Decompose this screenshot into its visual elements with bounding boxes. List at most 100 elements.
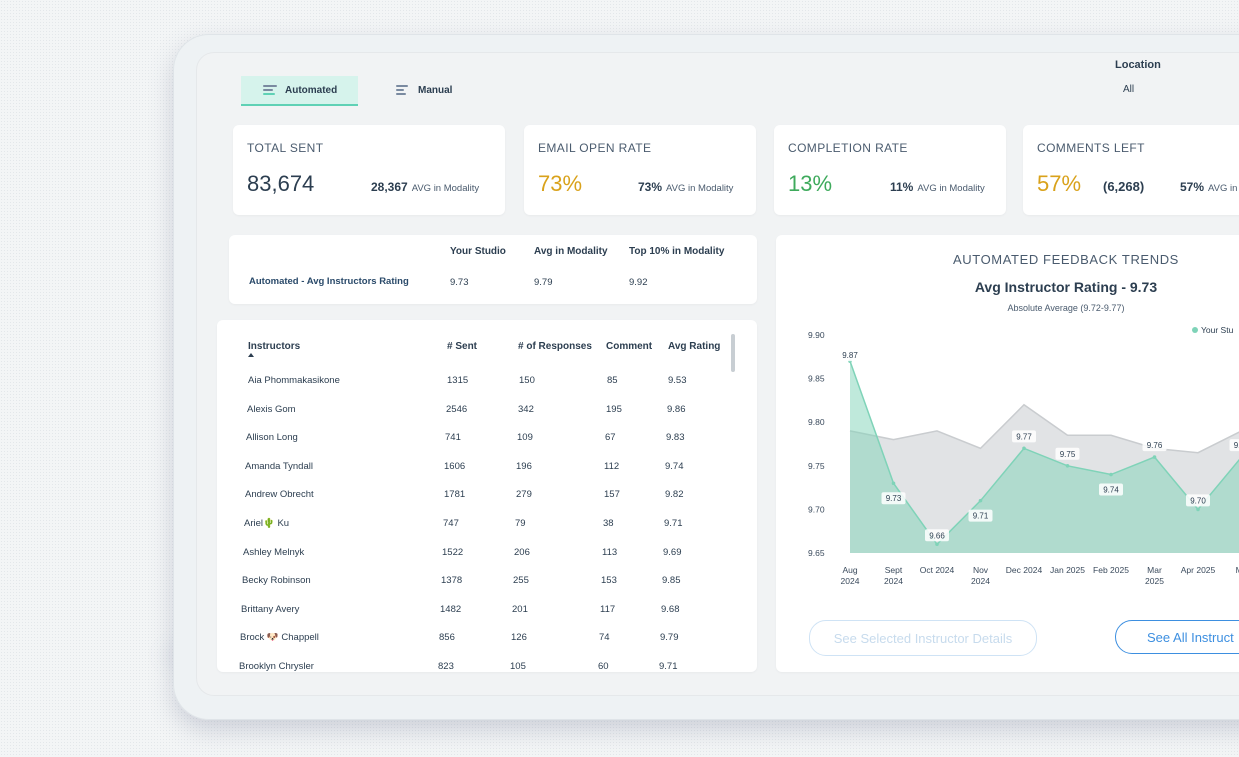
feedback-trends-card: AUTOMATED FEEDBACK TRENDS Avg Instructor…	[776, 235, 1239, 672]
table-row[interactable]: Brooklyn Chrysler 823 105 60 9.71	[217, 651, 727, 672]
data-label-bg	[881, 492, 906, 505]
data-label-bg	[1186, 494, 1210, 507]
data-label-bg	[1055, 447, 1080, 460]
column-header-avg-rating[interactable]: Avg Rating	[668, 341, 721, 352]
mode-manual-button[interactable]: Manual	[374, 76, 484, 104]
cell-rating: 9.79	[660, 632, 679, 644]
cell-comment: 195	[606, 403, 622, 415]
table-row[interactable]: Ariel🌵 Ku 747 79 38 9.71	[217, 508, 727, 536]
table-row[interactable]: Ashley Melnyk 1522 206 113 9.69	[217, 537, 727, 565]
kpi-title: COMPLETION RATE	[788, 141, 908, 155]
column-header-comment[interactable]: Comment	[606, 341, 653, 352]
summary-value-your-studio: 9.73	[450, 277, 469, 288]
y-tick-label: 9.70	[808, 504, 825, 514]
table-row[interactable]: Andrew Obrecht 1781 279 157 9.82	[217, 479, 727, 507]
column-header-responses[interactable]: # of Responses	[518, 341, 592, 352]
x-tick-label-year: 2024	[841, 576, 860, 586]
rating-summary-card: Your Studio Avg in Modality Top 10% in M…	[229, 235, 757, 304]
data-label-bg	[968, 509, 993, 522]
kpi-card-email-open-rate: EMAIL OPEN RATE 73% 73% AVG in Modality	[524, 125, 756, 215]
cell-responses: 105	[510, 661, 526, 672]
kpi-avg-label: AVG in	[1208, 183, 1238, 194]
data-label-bg	[1229, 439, 1239, 452]
kpi-avg-label: AVG in Modality	[917, 183, 985, 194]
x-tick-label: Feb 2025	[1093, 565, 1129, 575]
cell-comment: 113	[602, 546, 618, 558]
kpi-value: 57%	[1037, 171, 1082, 196]
see-all-instructors-button[interactable]: See All Instruct	[1115, 620, 1239, 654]
cell-name: Andrew Obrecht	[245, 489, 314, 501]
kpi-value: 13%	[788, 171, 833, 196]
kpi-avg-value: 73%	[638, 180, 663, 194]
kpi-title: TOTAL SENT	[247, 141, 324, 155]
cell-rating: 9.68	[661, 603, 680, 615]
data-point	[935, 542, 939, 547]
cell-sent: 1482	[440, 603, 462, 615]
sort-asc-icon	[248, 353, 254, 357]
cell-rating: 9.86	[667, 403, 686, 415]
location-label: Location	[1115, 59, 1161, 71]
cell-comment: 74	[599, 632, 610, 644]
trends-heading: AUTOMATED FEEDBACK TRENDS	[953, 252, 1179, 267]
column-header-instructors[interactable]: Instructors	[248, 341, 301, 352]
mode-automated-button[interactable]: Automated	[241, 76, 358, 106]
summary-value-avg-modality: 9.79	[534, 277, 553, 288]
cell-name: Brittany Avery	[241, 603, 300, 615]
table-scrollbar[interactable]	[731, 334, 735, 372]
cell-name: Brock 🐶 Chappell	[240, 632, 319, 644]
x-tick-label: Ma	[1236, 565, 1239, 575]
cell-comment: 157	[604, 489, 620, 501]
kpi-title: COMMENTS LEFT	[1037, 141, 1145, 155]
cell-comment: 117	[600, 603, 616, 615]
cell-name: Amanda Tyndall	[245, 460, 313, 472]
table-row[interactable]: Brittany Avery 1482 201 117 9.68	[217, 594, 727, 622]
column-header-sent[interactable]: # Sent	[447, 341, 478, 352]
summary-header-top10: Top 10% in Modality	[629, 246, 725, 257]
cell-rating: 9.71	[659, 661, 678, 672]
kpi-extra-count: (6,268)	[1103, 179, 1145, 194]
cell-responses: 255	[513, 575, 529, 587]
cell-rating: 9.82	[665, 489, 684, 501]
cell-responses: 342	[518, 403, 534, 415]
cell-sent: 823	[438, 661, 454, 672]
kpi-avg: 73% AVG in Modality	[638, 180, 733, 194]
chart-title: Avg Instructor Rating - 9.73	[974, 279, 1158, 295]
cell-comment: 153	[601, 575, 617, 587]
x-tick-label-year: 2024	[884, 576, 903, 586]
cell-responses: 201	[512, 603, 528, 615]
cell-name: Aia Phommakasikone	[248, 375, 340, 386]
kpi-value: 83,674	[247, 171, 315, 196]
kpi-avg: 11% AVG in Modality	[890, 180, 985, 194]
x-tick-label-year: 2024	[971, 576, 990, 586]
table-row[interactable]: Becky Robinson 1378 255 153 9.85	[217, 565, 727, 593]
see-selected-instructor-details-button[interactable]: See Selected Instructor Details	[809, 620, 1037, 656]
cell-responses: 126	[511, 632, 527, 644]
cell-responses: 279	[516, 489, 532, 501]
kpi-avg-value: 11%	[890, 180, 914, 194]
table-row[interactable]: Brock 🐶 Chappell 856 126 74 9.79	[217, 622, 727, 650]
series-line	[849, 403, 1239, 454]
data-label: 9.77	[1016, 432, 1032, 441]
x-tick-label: Jan 2025	[1050, 565, 1085, 575]
table-row[interactable]: Amanda Tyndall 1606 196 112 9.74	[217, 451, 727, 479]
x-tick-label: Oct 2024	[920, 565, 955, 575]
legend-label: Your Stu	[1201, 325, 1234, 335]
table-row[interactable]: Alexis Gom 2546 342 195 9.86	[217, 394, 727, 422]
data-point	[1109, 472, 1113, 477]
table-row[interactable]: Allison Long 741 109 67 9.83	[217, 422, 727, 450]
y-tick-label: 9.85	[808, 374, 825, 384]
cell-name: Allison Long	[246, 432, 298, 444]
data-label: 9.76	[1147, 441, 1163, 450]
cell-comment: 85	[607, 375, 618, 386]
table-row[interactable]: Aia Phommakasikone 1315 150 85 9.53	[217, 365, 727, 393]
cell-sent: 747	[443, 518, 459, 529]
x-tick-label: Sept	[885, 565, 903, 575]
y-tick-label: 9.75	[808, 461, 825, 471]
y-tick-label: 9.90	[808, 330, 825, 340]
mode-automated-label: Automated	[285, 84, 338, 96]
cell-responses: 206	[514, 546, 530, 558]
summary-header-your-studio: Your Studio	[450, 246, 506, 257]
y-tick-label: 9.80	[808, 417, 825, 427]
location-select[interactable]: All	[1123, 84, 1135, 95]
cell-comment: 38	[603, 518, 614, 529]
